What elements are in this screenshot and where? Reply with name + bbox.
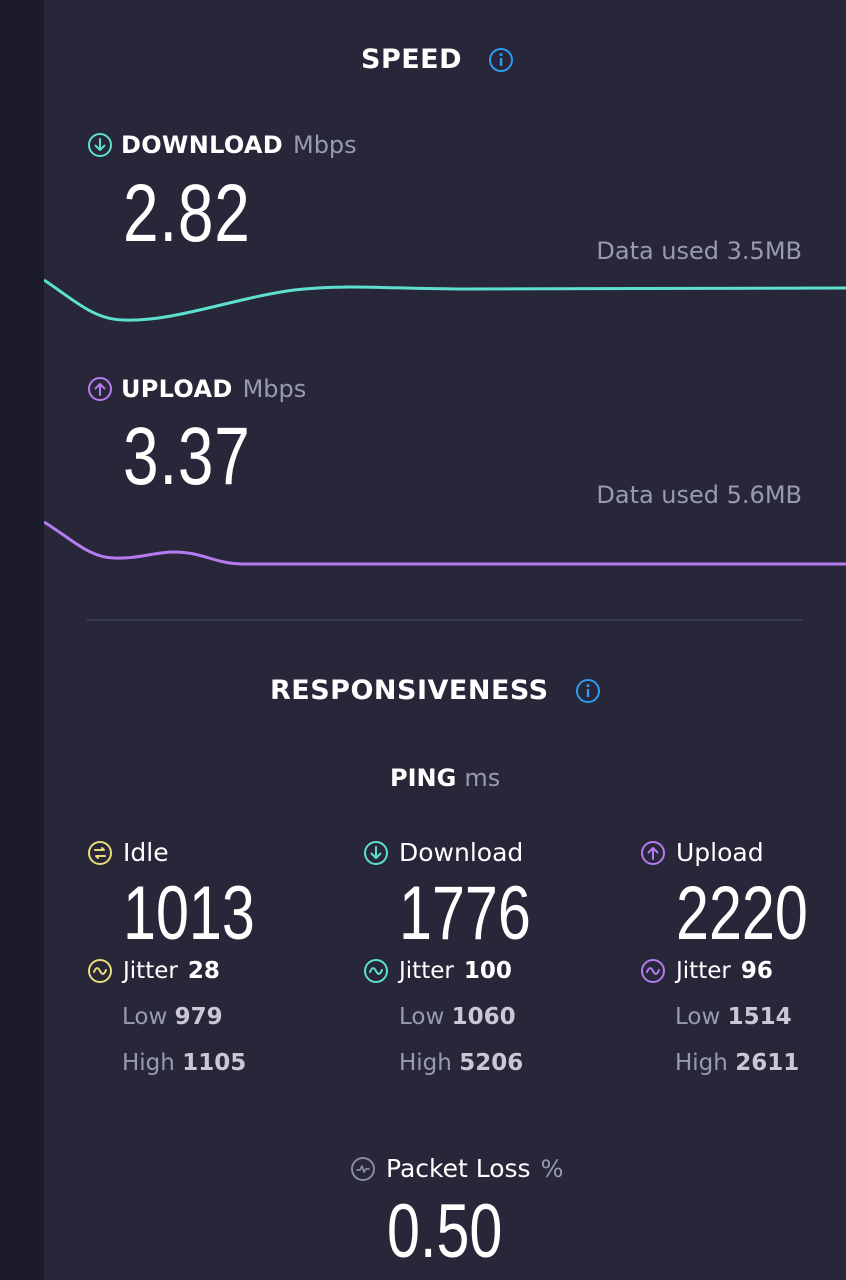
download-high: High 5206 [399,1050,523,1076]
ping-header: PING ms [390,764,500,792]
idle-high: High 1105 [122,1050,246,1076]
idle-high-value: 1105 [182,1050,247,1076]
idle-label: Idle [123,838,169,867]
upload-header: UPLOAD Mbps [87,375,306,403]
upload-graph [44,520,846,566]
jitter-wave-icon [88,959,112,983]
idle-header: Idle [87,838,169,867]
upload-jitter-label: Jitter [676,958,731,984]
download-high-label: High [399,1050,452,1076]
download-jitter-value: 100 [463,958,512,984]
packet-loss-header: Packet Loss % [350,1154,563,1183]
responsiveness-info-icon[interactable] [575,678,601,704]
download-jitter: Jitter 100 [363,958,512,984]
download-unit: Mbps [292,131,357,159]
idle-jitter-label: Jitter [123,958,178,984]
jitter-wave-icon [641,959,665,983]
responsiveness-header: RESPONSIVENESS [270,675,601,706]
upload-jitter-value: 96 [740,958,773,984]
download-arrow-icon [364,840,388,865]
upload-label: UPLOAD [121,375,233,403]
packet-loss-icon [351,1156,375,1181]
side-rail [0,0,44,1280]
section-divider [87,619,803,621]
upload-high-label: High [675,1050,728,1076]
upload-low-value: 1514 [727,1004,792,1030]
download-ping-label: Download [399,838,524,867]
download-low: Low 1060 [399,1004,516,1030]
idle-ping-value: 1013 [123,871,255,956]
download-low-label: Low [399,1004,445,1030]
ping-unit: ms [464,764,501,792]
download-header: DOWNLOAD Mbps [87,131,357,159]
download-value: 2.82 [123,168,251,259]
speed-info-icon[interactable] [488,47,514,73]
download-ping-header: Download [363,838,523,867]
download-arrow-icon [88,133,112,157]
speed-title: SPEED [361,44,463,75]
idle-low-label: Low [122,1004,168,1030]
speed-header: SPEED [361,44,514,75]
upload-ping-header: Upload [640,838,764,867]
download-high-value: 5206 [459,1050,524,1076]
packet-loss-value: 0.50 [387,1189,503,1274]
packet-loss-unit: % [540,1154,564,1183]
idle-low-value: 979 [174,1004,223,1030]
upload-low: Low 1514 [675,1004,792,1030]
ping-label: PING [390,764,457,792]
upload-low-label: Low [675,1004,721,1030]
upload-high: High 2611 [675,1050,799,1076]
upload-value: 3.37 [123,411,251,502]
download-data-used: Data used 3.5MB [596,237,802,265]
upload-high-value: 2611 [735,1050,800,1076]
packet-loss-label: Packet Loss [386,1154,531,1183]
idle-icon [88,840,112,865]
upload-data-used: Data used 5.6MB [596,481,802,509]
upload-ping-label: Upload [676,838,764,867]
download-graph [44,278,846,322]
download-low-value: 1060 [451,1004,516,1030]
idle-jitter: Jitter 28 [87,958,220,984]
idle-high-label: High [122,1050,175,1076]
download-label: DOWNLOAD [121,131,283,159]
idle-low: Low 979 [122,1004,223,1030]
upload-arrow-icon [88,377,112,401]
download-ping-value: 1776 [399,871,531,956]
download-jitter-label: Jitter [399,958,454,984]
responsiveness-title: RESPONSIVENESS [270,675,549,706]
jitter-wave-icon [364,959,388,983]
upload-jitter: Jitter 96 [640,958,773,984]
upload-arrow-icon [641,840,665,865]
idle-jitter-value: 28 [187,958,220,984]
upload-ping-value: 2220 [676,871,808,956]
upload-unit: Mbps [242,375,307,403]
